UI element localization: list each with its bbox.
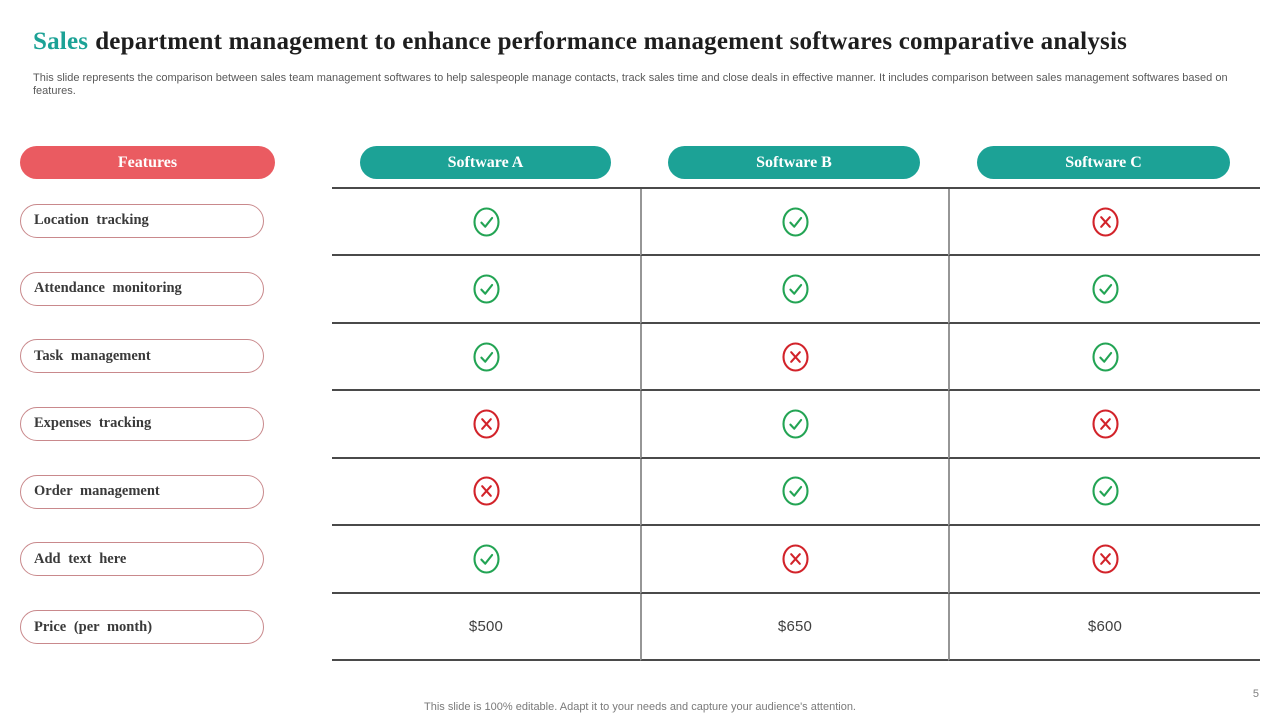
features-header-pill: Features — [20, 146, 275, 179]
feature-pill-task-management: Task management — [20, 339, 264, 374]
cell-r5-c1 — [332, 459, 640, 527]
cell-r5-c2 — [640, 458, 948, 527]
feature-row-7: Price (per month) — [20, 593, 264, 661]
cross-circle-icon — [472, 476, 500, 506]
check-circle-icon — [472, 342, 500, 372]
check-circle-icon — [1091, 476, 1119, 506]
feature-pill-order-management: Order management — [20, 474, 264, 509]
check-circle-icon — [1091, 274, 1119, 304]
cell-r1-c1 — [332, 189, 640, 257]
comparison-grid: $500 $650 $600 — [332, 187, 1260, 661]
feature-row-3: Task management — [20, 322, 264, 390]
check-circle-icon — [1091, 342, 1119, 372]
check-circle-icon — [781, 207, 809, 237]
cell-r7-c2: $650 — [640, 593, 948, 661]
cell-r5-c3 — [948, 458, 1260, 527]
cell-r2-c2 — [640, 256, 948, 324]
feature-row-1: Location tracking — [20, 187, 264, 255]
page-title: Sales department management to enhance pe… — [33, 28, 1127, 56]
cell-r3-c1 — [332, 324, 640, 392]
cell-r1-c2 — [640, 189, 948, 257]
feature-row-6: Add text here — [20, 526, 264, 594]
feature-row-2: Attendance monitoring — [20, 255, 264, 323]
check-circle-icon — [472, 274, 500, 304]
cross-circle-icon — [781, 544, 809, 574]
feature-pill-attendance-monitoring: Attendance monitoring — [20, 271, 264, 306]
column-header-software-b: Software B — [668, 146, 920, 179]
cross-circle-icon — [1091, 207, 1119, 237]
feature-pill-location-tracking: Location tracking — [20, 203, 264, 238]
cell-r1-c3 — [948, 189, 1260, 257]
cell-r3-c3 — [948, 323, 1260, 392]
check-circle-icon — [472, 544, 500, 574]
cell-r2-c1 — [332, 256, 640, 324]
check-circle-icon — [781, 274, 809, 304]
title-highlight: Sales — [33, 28, 89, 55]
feature-row-4: Expenses tracking — [20, 390, 264, 458]
slide-description: This slide represents the comparison bet… — [33, 72, 1228, 97]
cell-r4-c1 — [332, 391, 640, 459]
footer-note: This slide is 100% editable. Adapt it to… — [424, 701, 856, 713]
cross-circle-icon — [1091, 409, 1119, 439]
cell-r4-c2 — [640, 391, 948, 459]
feature-pill-add-text-here: Add text here — [20, 542, 264, 577]
cell-r7-c1: $500 — [332, 594, 640, 661]
cell-r4-c3 — [948, 391, 1260, 459]
feature-pill-price-per-month: Price (per month) — [20, 610, 264, 645]
feature-pill-expenses-tracking: Expenses tracking — [20, 406, 264, 441]
column-header-software-c: Software C — [977, 146, 1230, 179]
column-header-software-a-label: Software A — [447, 153, 524, 171]
cell-r6-c2 — [640, 526, 948, 594]
cell-r3-c2 — [640, 323, 948, 392]
check-circle-icon — [781, 476, 809, 506]
features-header-label: Features — [117, 153, 178, 171]
cell-r6-c3 — [948, 526, 1260, 594]
cell-r2-c3 — [948, 256, 1260, 324]
page-number: 5 — [1252, 688, 1259, 700]
feature-row-5: Order management — [20, 458, 264, 526]
column-header-software-a: Software A — [360, 146, 611, 179]
check-circle-icon — [472, 207, 500, 237]
cross-circle-icon — [472, 409, 500, 439]
column-header-software-c-label: Software C — [1065, 153, 1142, 171]
features-column: Location tracking Attendance monitoring Ta… — [20, 187, 264, 661]
check-circle-icon — [781, 409, 809, 439]
cell-r7-c3: $600 — [948, 593, 1260, 661]
cell-r6-c1 — [332, 526, 640, 594]
cross-circle-icon — [1091, 544, 1119, 574]
title-rest: department management to enhance perform… — [95, 28, 1128, 55]
column-header-software-b-label: Software B — [756, 153, 832, 171]
cross-circle-icon — [781, 342, 809, 372]
